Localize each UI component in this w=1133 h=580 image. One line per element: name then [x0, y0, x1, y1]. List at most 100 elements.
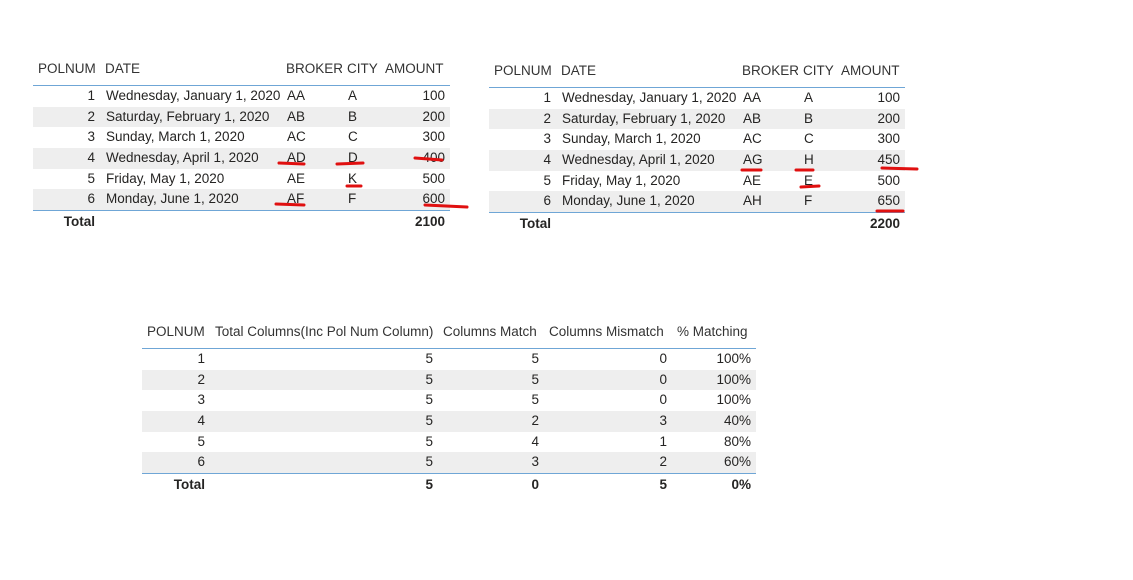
total-cell: 0: [531, 477, 539, 493]
header-row: POLNUM DATE BROKER CITY AMOUNT: [489, 57, 905, 88]
table-cell: 1: [87, 88, 95, 103]
table-cell: AA: [743, 90, 762, 105]
table-cell: AC: [743, 131, 762, 147]
column-header: AMOUNT: [385, 61, 444, 76]
table-cell: 4: [543, 152, 551, 168]
table-cell: 5: [425, 433, 433, 449]
table-cell: AE: [743, 172, 762, 188]
table-row: 4 5 2 3 40%: [142, 411, 756, 432]
table-row: 2 Saturday, February 1, 2020 AB B 200: [489, 108, 905, 130]
table-cell: 6: [87, 191, 95, 207]
table-cell: H: [804, 152, 814, 168]
header-row: POLNUM DATE BROKER CITY AMOUNT: [33, 55, 450, 86]
table-row: 2 5 5 0 100%: [142, 369, 756, 391]
table-cell: B: [348, 108, 358, 124]
table-cell: 5: [425, 351, 433, 366]
column-header: Columns Mismatch: [549, 324, 664, 339]
table-cell: 40%: [723, 413, 751, 429]
column-header: BROKER: [742, 63, 798, 78]
table-cell: F: [804, 193, 813, 209]
column-header: CITY: [803, 63, 834, 78]
table-cell: D: [348, 150, 358, 166]
table-cell: AF: [287, 191, 305, 207]
table-cell: Monday, June 1, 2020: [106, 191, 239, 207]
table-cell: 500: [422, 170, 445, 186]
table-cell: 5: [531, 351, 539, 366]
table-cell: 5: [197, 433, 205, 449]
table-cell: 1: [197, 351, 205, 366]
table-cell: AC: [287, 129, 306, 145]
table-cell: 5: [425, 454, 433, 470]
table-cell: 100: [877, 90, 900, 105]
total-cell: Total: [63, 214, 95, 230]
table: POLNUM Total Columns(Inc Pol Num Column) C…: [142, 318, 756, 495]
table-row: 3 Sunday, March 1, 2020 AC C 300: [33, 127, 450, 148]
total-row: Total 5 0 5 0%: [142, 473, 756, 495]
table-cell: 100%: [716, 392, 751, 408]
table-cell: 2: [543, 110, 551, 126]
table-cell: Saturday, February 1, 2020: [106, 108, 270, 124]
table: POLNUM DATE BROKER CITY AMOUNT 1 Wednesday, Ja…: [489, 57, 905, 234]
table-cell: 0: [659, 392, 667, 408]
table-cell: 60%: [723, 454, 751, 470]
table-body: 1 5 5 0 100% 2 5 5 0 100% 3 5 5 0 100% 4 5 2 3 40% 5 5 4 1 80% 6 5…: [142, 349, 756, 474]
table-row: 6 Monday, June 1, 2020 AF F 600: [33, 189, 450, 211]
table-row: 4 Wednesday, April 1, 2020 AG H 450: [489, 150, 905, 171]
table-row: 1 5 5 0 100%: [142, 349, 756, 370]
table-cell: Wednesday, January 1, 2020: [106, 88, 281, 103]
column-header: Columns Match: [443, 324, 537, 339]
table-row: 1 Wednesday, January 1, 2020 AA A 100: [489, 88, 905, 109]
column-header: POLNUM: [38, 61, 96, 76]
total-cell: 5: [659, 477, 667, 493]
column-header: POLNUM: [494, 63, 552, 78]
table-cell: C: [348, 129, 358, 145]
column-header: AMOUNT: [841, 63, 900, 78]
table-cell: 5: [425, 371, 433, 387]
table-cell: B: [804, 110, 814, 126]
table-cell: AB: [743, 110, 762, 126]
table-cell: Saturday, February 1, 2020: [562, 110, 726, 126]
table-cell: 300: [877, 131, 900, 147]
table-cell: AG: [743, 152, 763, 168]
table-cell: 5: [543, 172, 551, 188]
column-header: CITY: [347, 61, 378, 76]
column-header: Total Columns(Inc Pol Num Column): [215, 324, 434, 339]
table-row: 6 Monday, June 1, 2020 AH F 650: [489, 191, 905, 213]
table-cell: 3: [197, 392, 205, 408]
table-row: 2 Saturday, February 1, 2020 AB B 200: [33, 106, 450, 128]
total-cell: 2200: [869, 216, 900, 232]
table-cell: 2: [87, 108, 95, 124]
table-cell: Friday, May 1, 2020: [562, 172, 681, 188]
column-header: % Matching: [677, 324, 748, 339]
table-cell: 4: [531, 433, 539, 449]
table-cell: AE: [287, 170, 306, 186]
table-cell: 6: [197, 454, 205, 470]
total-cell: [737, 213, 798, 234]
table-cell: 450: [877, 152, 900, 168]
table-cell: 4: [87, 150, 95, 166]
table-row: 1 Wednesday, January 1, 2020 AA A 100: [33, 86, 450, 107]
table-cell: AB: [287, 108, 306, 124]
header-row: POLNUM Total Columns(Inc Pol Num Column) C…: [142, 318, 756, 349]
table-cell: 200: [422, 108, 445, 124]
table-cell: AD: [287, 150, 306, 166]
total-cell: [342, 211, 380, 232]
table-cell: Friday, May 1, 2020: [106, 170, 225, 186]
table-row: 5 Friday, May 1, 2020 AE K 500: [33, 169, 450, 190]
table-cell: 5: [531, 392, 539, 408]
table-cell: 2: [531, 413, 539, 429]
table-cell: 6: [543, 193, 551, 209]
table-cell: 0: [659, 351, 667, 366]
table-row: 4 Wednesday, April 1, 2020 AD D 400: [33, 148, 450, 169]
table-cell: 4: [197, 413, 205, 429]
table-cell: 3: [87, 129, 95, 145]
total-cell: Total: [519, 216, 551, 232]
table-cell: 3: [659, 413, 667, 429]
table-cell: F: [348, 191, 357, 207]
table-cell: 500: [877, 172, 900, 188]
table-cell: 0: [659, 371, 667, 387]
table-body: 1 Wednesday, January 1, 2020 AA A 100 2 Saturd…: [33, 86, 450, 211]
total-cell: 2100: [414, 214, 445, 230]
total-cell: [281, 211, 342, 232]
